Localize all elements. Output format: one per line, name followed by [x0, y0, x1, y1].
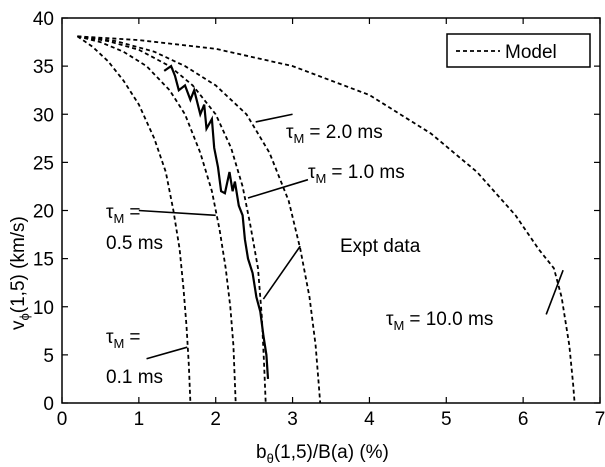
annotation-leader-line [545, 269, 564, 315]
x-tick-label: 1 [134, 409, 145, 430]
axis-ticks: 0 1 2 3 4 5 6 7 0 5 10 15 20 25 30 35 40 [33, 9, 605, 430]
annotation-leader-line [247, 178, 309, 199]
y-tick-label: 40 [33, 9, 54, 30]
annotation-tau-0.1ms-line2: 0.1 ms [106, 367, 163, 388]
model-curves [76, 35, 576, 404]
y-tick-label: 35 [33, 57, 54, 78]
annotation-tau-0.1ms-line1: τM = [106, 327, 140, 351]
legend: Model [446, 33, 591, 68]
y-tick-label: 10 [33, 298, 54, 319]
y-tick-label: 0 [43, 394, 54, 415]
x-tick-label: 4 [364, 409, 375, 430]
y-tick-label: 25 [33, 153, 54, 174]
y-tick-label: 30 [33, 105, 54, 126]
x-tick-label: 3 [287, 409, 298, 430]
x-axis-label: bθ(1,5)/B(a) (%) [256, 442, 389, 466]
annotation-leader-line [255, 113, 293, 123]
annotation-tau-0.5ms-line1: τM = [106, 202, 140, 226]
annotation-leaders [138, 113, 564, 360]
annotation-leader-line [138, 209, 216, 217]
series-model-line-1 [77, 35, 237, 404]
series-model-line-4 [77, 35, 576, 404]
legend-label: Model [505, 42, 557, 63]
y-tick-label: 15 [33, 250, 54, 271]
series-expt-data-line [163, 64, 270, 379]
x-tick-label: 0 [57, 409, 68, 430]
x-tick-label: 5 [441, 409, 452, 430]
y-tick-label: 5 [43, 346, 54, 367]
y-tick-label: 20 [33, 202, 54, 223]
series-model-line-3 [77, 35, 322, 404]
annotation-tau-10ms: τM = 10.0 ms [386, 309, 493, 333]
annotation-expt-data: Expt data [340, 236, 421, 257]
x-tick-label: 2 [210, 409, 221, 430]
annotation-tau-0.5ms-line2: 0.5 ms [106, 233, 163, 254]
annotation-tau-1ms: τM = 1.0 ms [308, 162, 405, 186]
x-tick-label: 7 [595, 409, 605, 430]
annotation-leader-line [262, 245, 301, 300]
x-tick-label: 6 [518, 409, 529, 430]
y-axis-label: vϕ(1,5) (km/s) [8, 216, 32, 330]
annotation-tau-2ms: τM = 2.0 ms [286, 122, 383, 146]
annotation-leader-line [146, 346, 188, 360]
